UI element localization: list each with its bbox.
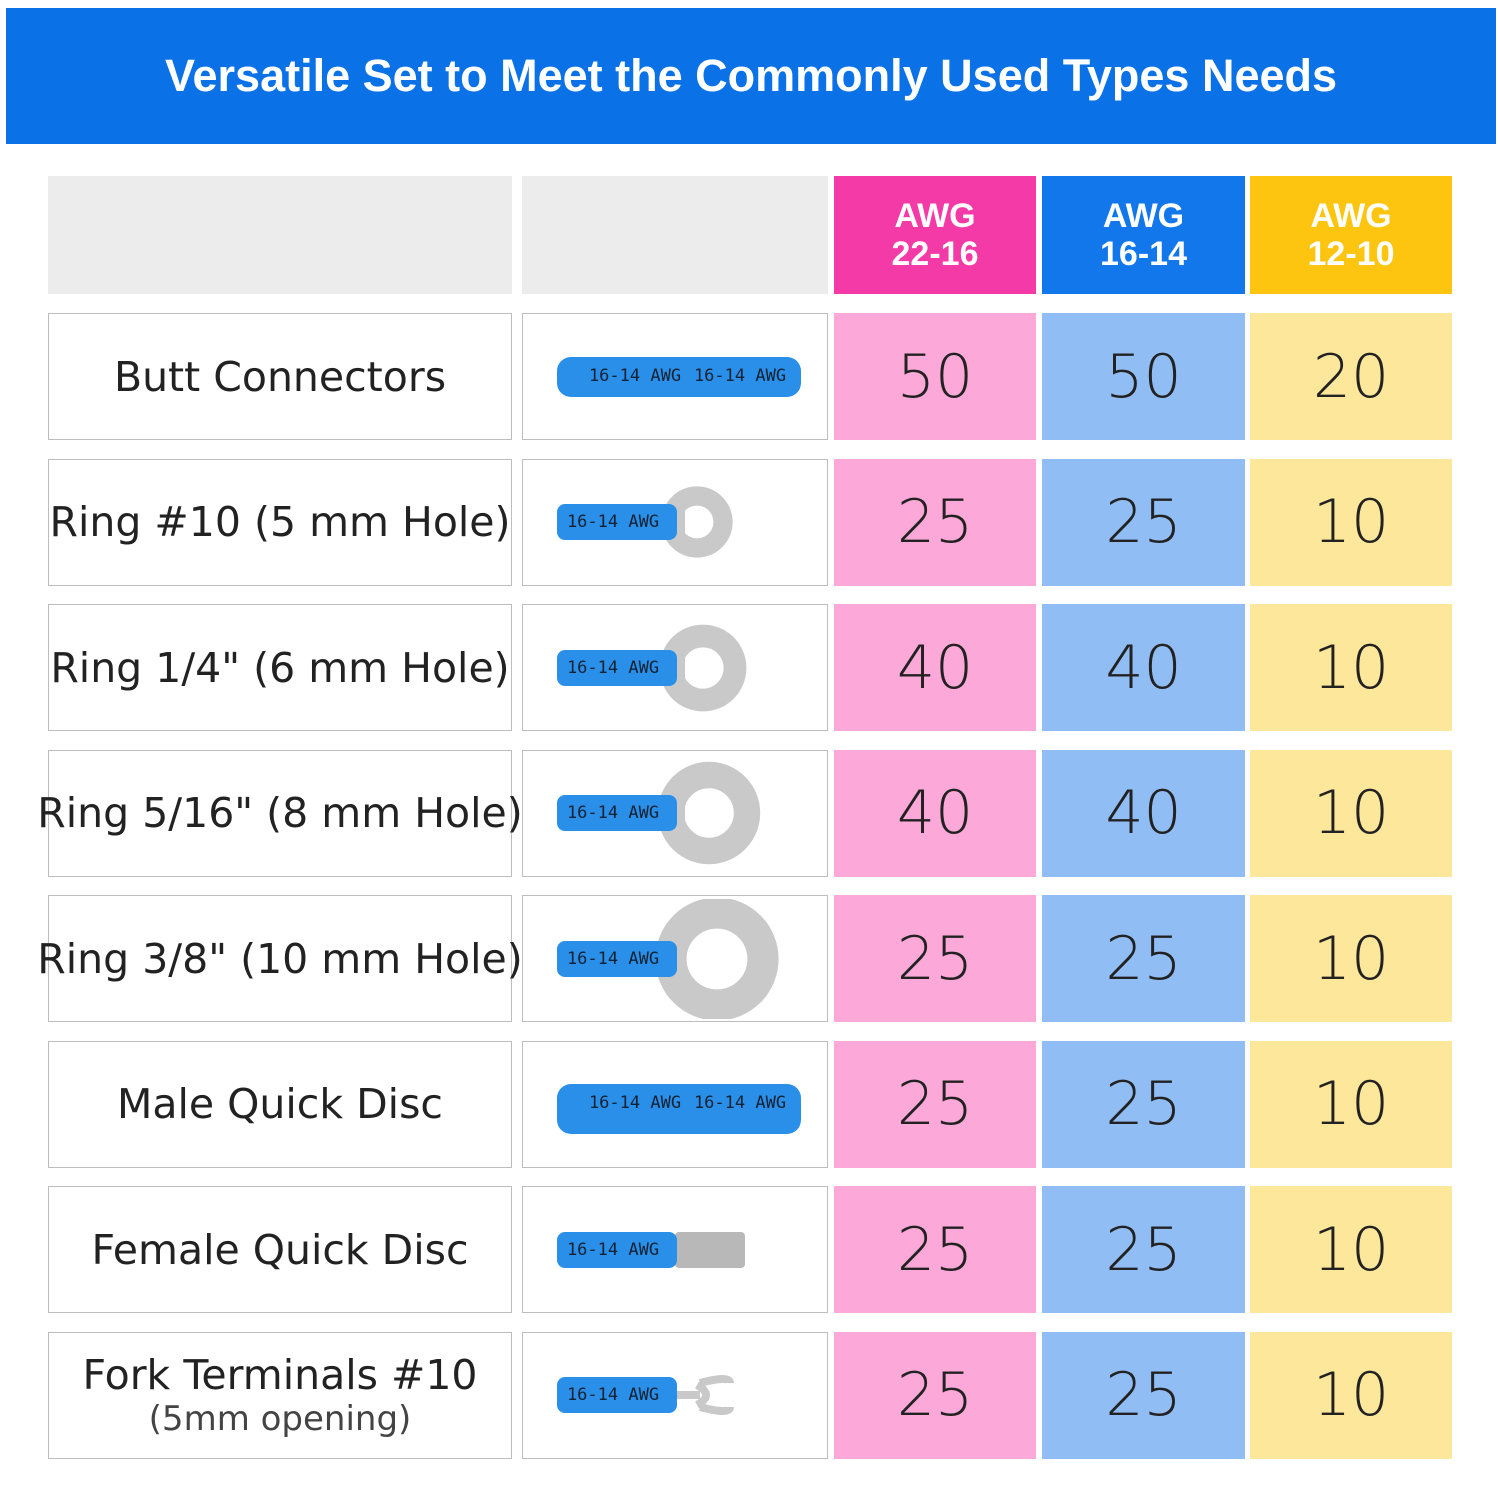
row-image: 16-14 AWG xyxy=(522,1331,828,1459)
count-cell: 10 xyxy=(1250,895,1452,1022)
count-cell: 10 xyxy=(1250,1331,1452,1459)
row-name: Fork Terminals #10 (5mm opening) xyxy=(48,1331,512,1459)
connector-illustration: 16-14 AWG xyxy=(557,761,761,865)
row-label: Ring 1/4" (6 mm Hole) xyxy=(50,643,510,692)
row-name: Male Quick Disc xyxy=(48,1040,512,1168)
header-blank xyxy=(48,176,512,294)
row-label: Ring 5/16" (8 mm Hole) xyxy=(37,789,523,837)
connector-illustration: 16-14 AWG xyxy=(557,1375,734,1415)
connector-illustration: 16-14 AWG 16-14 AWG xyxy=(557,356,801,397)
count-cell: 25 xyxy=(834,895,1036,1022)
connector-shape xyxy=(675,1375,734,1415)
row-label: Ring #10 (5 mm Hole) xyxy=(49,498,511,546)
count-cell: 40 xyxy=(1042,604,1245,731)
count-cell: 25 xyxy=(1042,1331,1245,1459)
count-cell: 10 xyxy=(1250,1186,1452,1313)
product-label: 16-14 AWG xyxy=(567,658,659,678)
column-header: AWG 12-10 xyxy=(1250,176,1452,294)
row-image: 16-14 AWG xyxy=(522,749,828,877)
header-blank xyxy=(522,176,828,294)
connector-illustration: 16-14 AWG 16-14 AWG xyxy=(557,1084,801,1134)
connector-shape xyxy=(557,649,677,686)
header-line: 16-14 xyxy=(1100,235,1187,273)
row-name: Female Quick Disc xyxy=(48,1186,512,1313)
count-cell: 10 xyxy=(1250,604,1452,731)
column-header: AWG 22-16 xyxy=(834,176,1036,294)
row-image: 16-14 AWG xyxy=(522,1186,828,1313)
connector-shape xyxy=(557,1231,677,1268)
product-label: 16-14 AWG xyxy=(567,512,659,532)
product-label: 16-14 AWG xyxy=(567,1240,659,1260)
connector-shape xyxy=(557,1377,677,1413)
row-name: Butt Connectors xyxy=(48,313,512,440)
count-cell: 25 xyxy=(1042,895,1245,1022)
header-line: 22-16 xyxy=(891,235,979,273)
count-cell: 40 xyxy=(834,749,1036,877)
row-image: 16-14 AWG 16-14 AWG xyxy=(522,313,828,440)
row-note: (5mm opening) xyxy=(148,1399,412,1439)
count-cell: 10 xyxy=(1250,749,1452,877)
count-cell: 10 xyxy=(1250,1040,1452,1168)
row-label: Male Quick Disc xyxy=(117,1080,443,1128)
product-label: 16-14 AWG xyxy=(589,1093,681,1113)
row-image: 16-14 AWG xyxy=(522,458,828,586)
count-cell: 10 xyxy=(1250,458,1452,586)
row-label: Ring 3/8" (10 mm Hole) xyxy=(37,934,523,983)
count-cell: 25 xyxy=(834,1040,1036,1168)
row-name: Ring 3/8" (10 mm Hole) xyxy=(37,895,523,1022)
row-label: Female Quick Disc xyxy=(91,1225,469,1274)
connector-illustration: 16-14 AWG xyxy=(557,898,779,1019)
count-cell: 40 xyxy=(1042,749,1245,877)
header-line: AWG xyxy=(894,197,976,235)
row-image: 16-14 AWG xyxy=(522,895,828,1022)
product-label: 16-14 AWG xyxy=(567,1385,659,1405)
row-image: 16-14 AWG xyxy=(522,604,828,731)
row-image: 16-14 AWG 16-14 AWG xyxy=(522,1040,828,1168)
count-cell: 25 xyxy=(1042,1040,1245,1168)
header-line: AWG xyxy=(1310,197,1392,235)
connector-illustration: 16-14 AWG xyxy=(557,624,747,711)
row-name: Ring 5/16" (8 mm Hole) xyxy=(37,749,523,877)
row-label: Fork Terminals #10 xyxy=(82,1351,478,1399)
row-name: Ring 1/4" (6 mm Hole) xyxy=(48,604,512,731)
title: Versatile Set to Meet the Commonly Used … xyxy=(164,50,1338,101)
count-cell: 50 xyxy=(1042,313,1245,440)
count-cell: 50 xyxy=(834,313,1036,440)
header-line: 12-10 xyxy=(1307,235,1395,273)
connector-shape xyxy=(557,504,677,540)
connector-shape xyxy=(557,940,677,977)
connector-shape xyxy=(675,1231,745,1268)
product-label: 16-14 AWG xyxy=(694,366,786,386)
row-label: Butt Connectors xyxy=(113,352,447,401)
product-label: 16-14 AWG xyxy=(567,803,659,823)
count-cell: 25 xyxy=(834,1186,1036,1313)
product-label: 16-14 AWG xyxy=(694,1093,786,1113)
connector-shape xyxy=(557,1084,801,1134)
count-cell: 40 xyxy=(834,604,1036,731)
row-name: Ring #10 (5 mm Hole) xyxy=(48,458,512,586)
connector-shape xyxy=(557,795,677,831)
header-line: AWG xyxy=(1102,197,1185,235)
connector-illustration: 16-14 AWG xyxy=(557,486,733,558)
connector-shape xyxy=(557,356,801,397)
product-label: 16-14 AWG xyxy=(567,949,659,969)
count-cell: 20 xyxy=(1250,313,1452,440)
connector-illustration: 16-14 AWG xyxy=(557,1231,745,1268)
column-header: AWG 16-14 xyxy=(1042,176,1245,294)
title-bar: Versatile Set to Meet the Commonly Used … xyxy=(6,8,1496,144)
count-cell: 25 xyxy=(1042,1186,1245,1313)
product-label: 16-14 AWG xyxy=(589,366,681,386)
count-cell: 25 xyxy=(1042,458,1245,586)
count-cell: 25 xyxy=(834,1331,1036,1459)
count-cell: 25 xyxy=(834,458,1036,586)
